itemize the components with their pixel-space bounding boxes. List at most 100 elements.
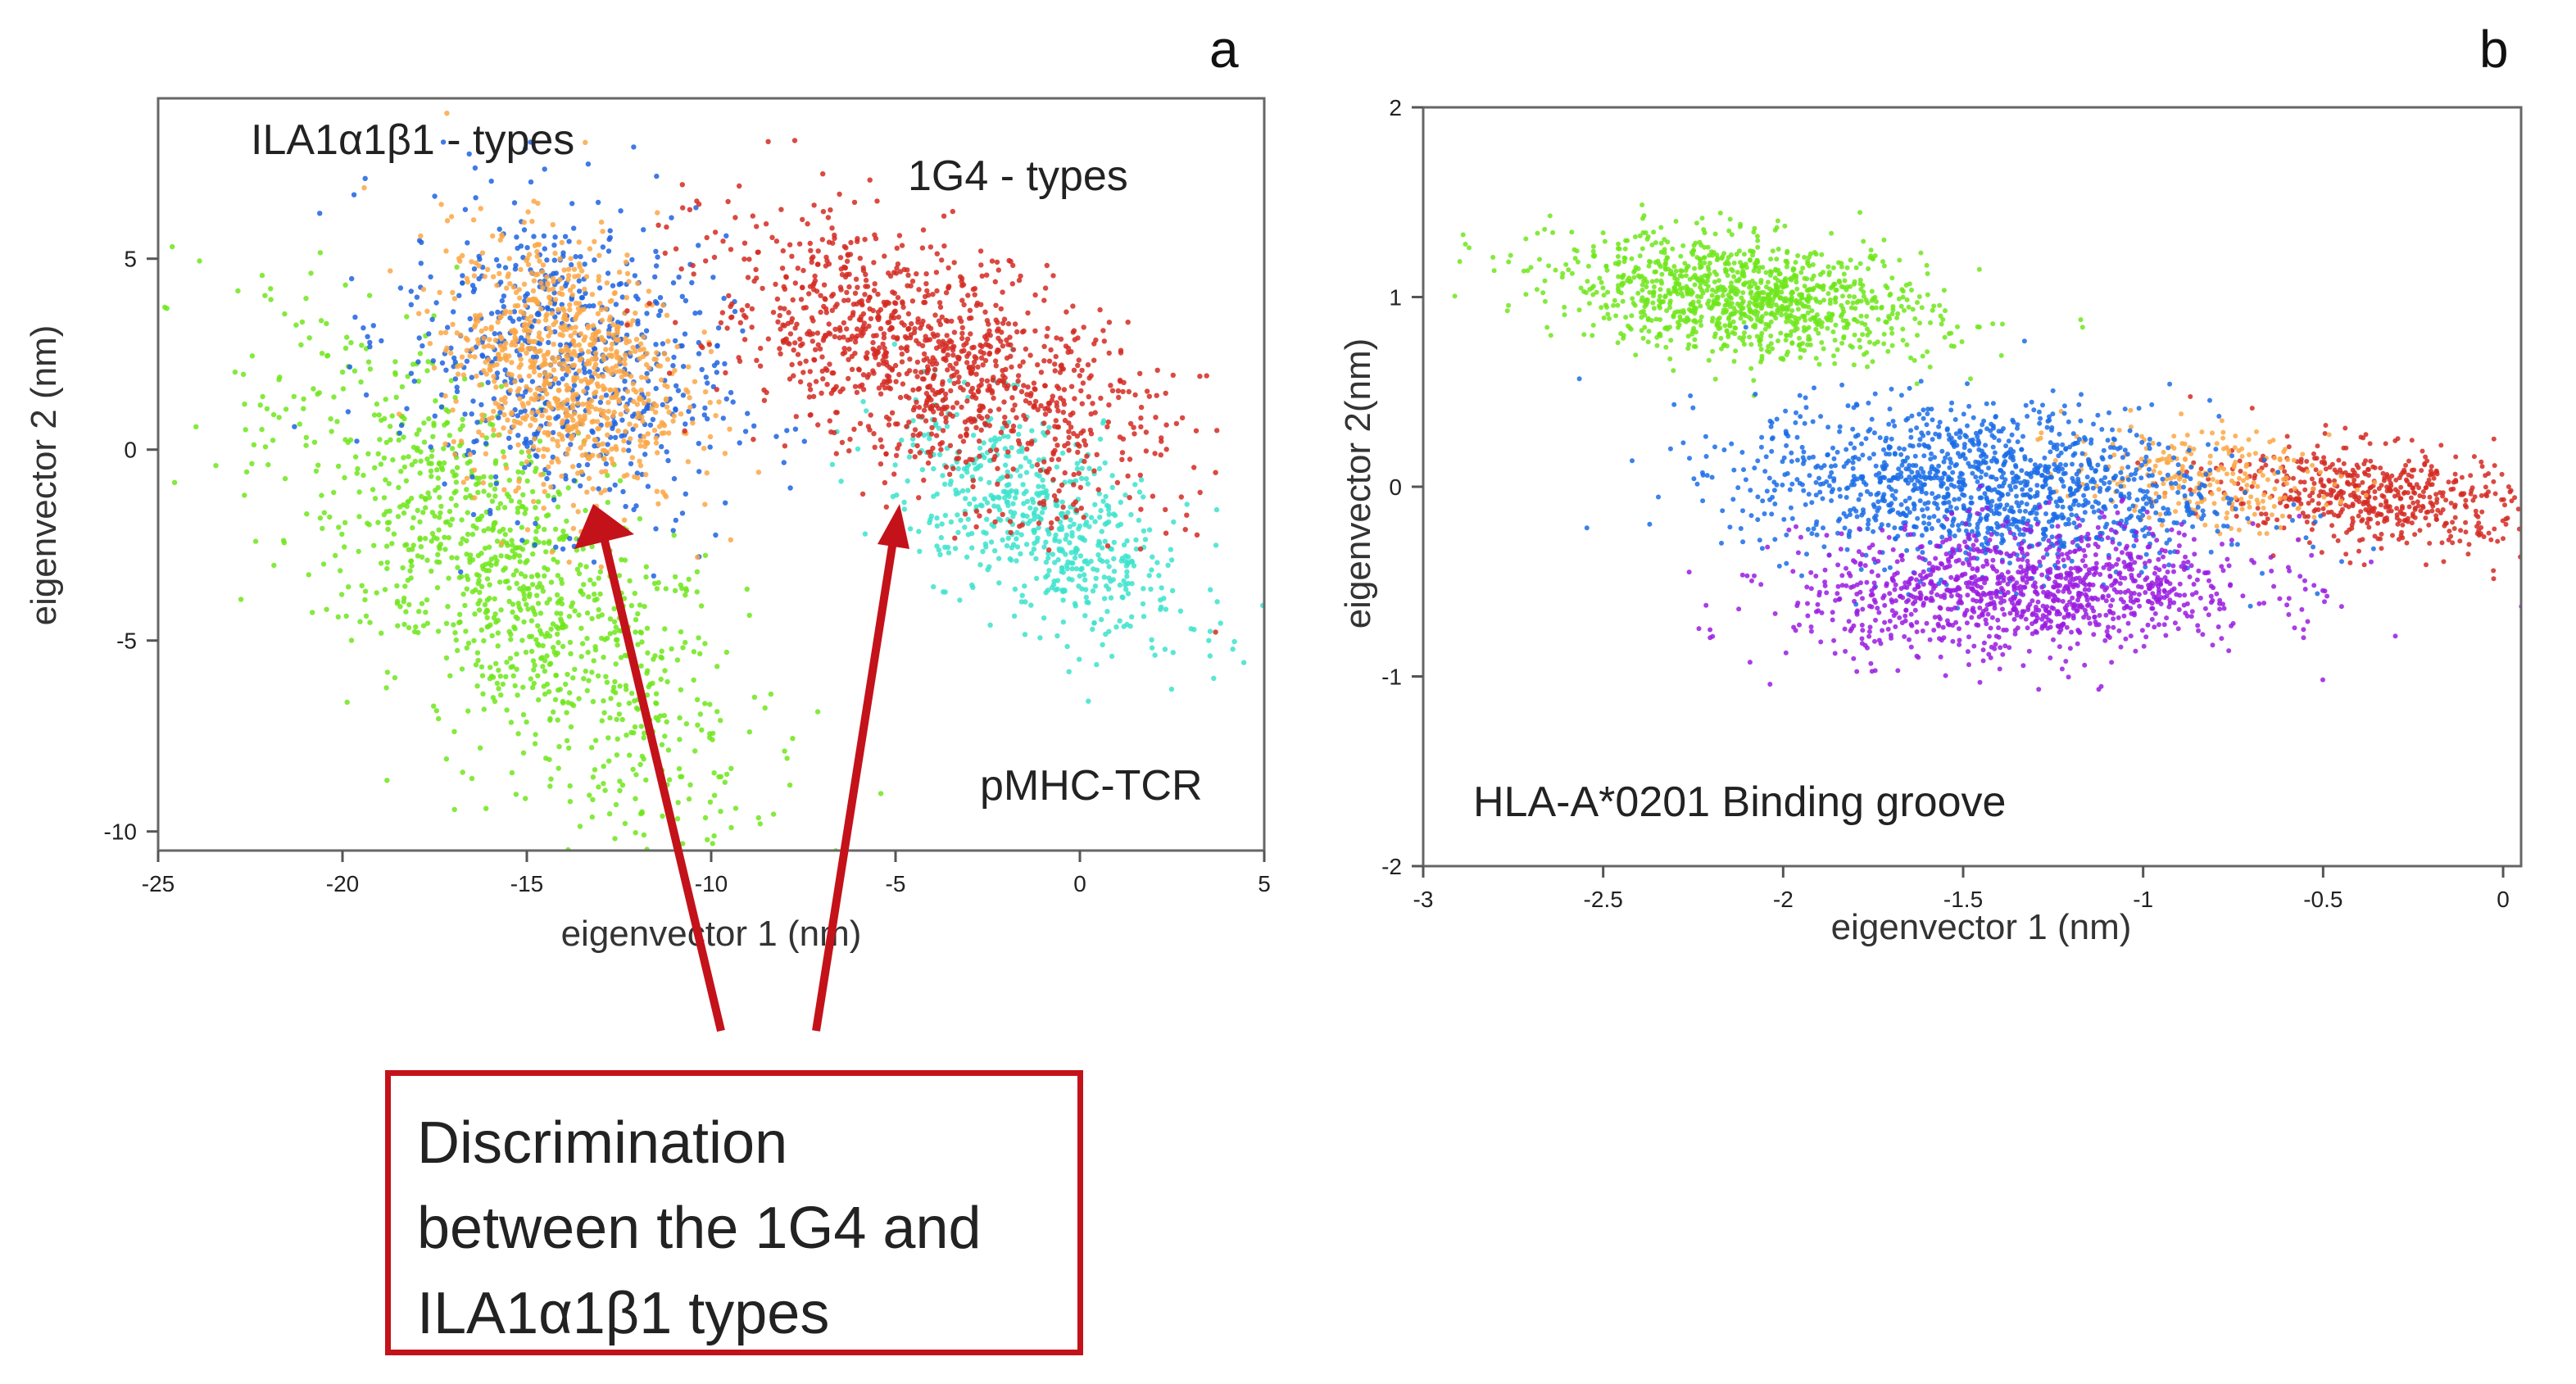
scatter-point <box>855 284 860 290</box>
scatter-point <box>613 690 619 696</box>
scatter-point <box>1055 456 1062 462</box>
scatter-point <box>564 518 569 524</box>
scatter-point <box>436 715 442 722</box>
scatter-point <box>760 285 765 292</box>
scatter-point <box>488 311 495 316</box>
scatter-point <box>474 525 479 531</box>
scatter-point <box>637 356 642 361</box>
scatter-point <box>810 254 816 260</box>
scatter-point <box>416 311 422 316</box>
scatter-point <box>931 465 937 472</box>
x-tick-label: -20 <box>326 871 359 896</box>
scatter-point <box>910 418 916 424</box>
scatter-point <box>692 379 698 384</box>
scatter-point <box>882 479 888 486</box>
scatter-point <box>658 654 664 660</box>
scatter-point <box>973 508 980 515</box>
scatter-point <box>402 542 408 548</box>
scatter-point <box>665 457 671 464</box>
scatter-point <box>526 373 533 379</box>
scatter-point <box>1794 286 1800 292</box>
scatter-point <box>947 338 953 343</box>
scatter-point <box>567 302 573 308</box>
scatter-point <box>381 455 388 461</box>
scatter-point <box>1548 333 1553 338</box>
scatter-point <box>950 465 956 471</box>
scatter-point <box>578 562 583 568</box>
scatter-point <box>433 398 438 404</box>
scatter-point <box>603 347 609 352</box>
scatter-point <box>1587 287 1593 293</box>
scatter-point <box>1048 520 1054 526</box>
scatter-point <box>427 341 433 347</box>
scatter-point <box>362 175 368 181</box>
scatter-point <box>621 473 627 479</box>
scatter-point <box>535 499 542 505</box>
scatter-point <box>1078 475 1085 481</box>
scatter-point <box>367 619 373 625</box>
scatter-point <box>493 561 499 567</box>
scatter-point <box>851 426 857 432</box>
scatter-point <box>426 415 432 422</box>
scatter-point <box>932 334 937 339</box>
scatter-point <box>641 433 647 440</box>
scatter-point <box>1206 638 1212 643</box>
scatter-point <box>429 568 434 574</box>
scatter-point <box>484 624 490 630</box>
scatter-point <box>964 398 970 404</box>
scatter-point <box>864 356 870 361</box>
scatter-point <box>950 208 955 215</box>
scatter-point <box>464 538 469 544</box>
scatter-point <box>1118 499 1124 506</box>
scatter-point <box>464 645 469 651</box>
scatter-point <box>945 544 951 551</box>
scatter-point <box>530 443 537 450</box>
scatter-point <box>472 354 478 360</box>
scatter-point <box>599 612 605 618</box>
scatter-point <box>992 358 999 364</box>
scatter-point <box>1605 289 1611 295</box>
scatter-point <box>803 358 809 364</box>
scatter-point <box>526 252 533 257</box>
scatter-point <box>472 165 478 171</box>
scatter-point <box>936 547 942 553</box>
scatter-point <box>616 701 622 707</box>
scatter-point <box>519 335 524 341</box>
scatter-point <box>481 488 487 494</box>
scatter-point <box>663 397 669 403</box>
scatter-point <box>1154 560 1160 565</box>
scatter-point <box>948 519 955 525</box>
scatter-point <box>313 468 320 474</box>
scatter-point <box>618 655 624 660</box>
scatter-point <box>551 359 558 365</box>
scatter-point <box>584 489 590 495</box>
scatter-point <box>1043 539 1049 545</box>
scatter-point <box>614 716 619 723</box>
scatter-point <box>560 366 565 372</box>
scatter-point <box>1034 538 1040 544</box>
scatter-point <box>556 687 561 693</box>
scatter-point <box>497 334 504 340</box>
scatter-point <box>919 467 926 473</box>
scatter-point <box>362 597 368 603</box>
scatter-point <box>904 335 909 341</box>
scatter-point <box>398 469 404 474</box>
scatter-point <box>553 651 559 658</box>
scatter-point <box>1943 308 1948 314</box>
scatter-point <box>464 358 470 364</box>
scatter-point <box>552 377 558 383</box>
scatter-point <box>1143 429 1150 435</box>
scatter-point <box>1052 436 1059 442</box>
scatter-point <box>621 438 627 444</box>
scatter-point <box>483 441 489 447</box>
scatter-point <box>611 619 618 624</box>
scatter-point <box>711 770 717 776</box>
scatter-point <box>998 338 1004 344</box>
scatter-point <box>605 635 610 641</box>
scatter-point <box>560 546 566 552</box>
scatter-point <box>712 229 719 235</box>
scatter-point <box>519 461 524 467</box>
scatter-point <box>311 439 318 445</box>
scatter-point <box>487 337 492 343</box>
scatter-point <box>1037 467 1044 474</box>
